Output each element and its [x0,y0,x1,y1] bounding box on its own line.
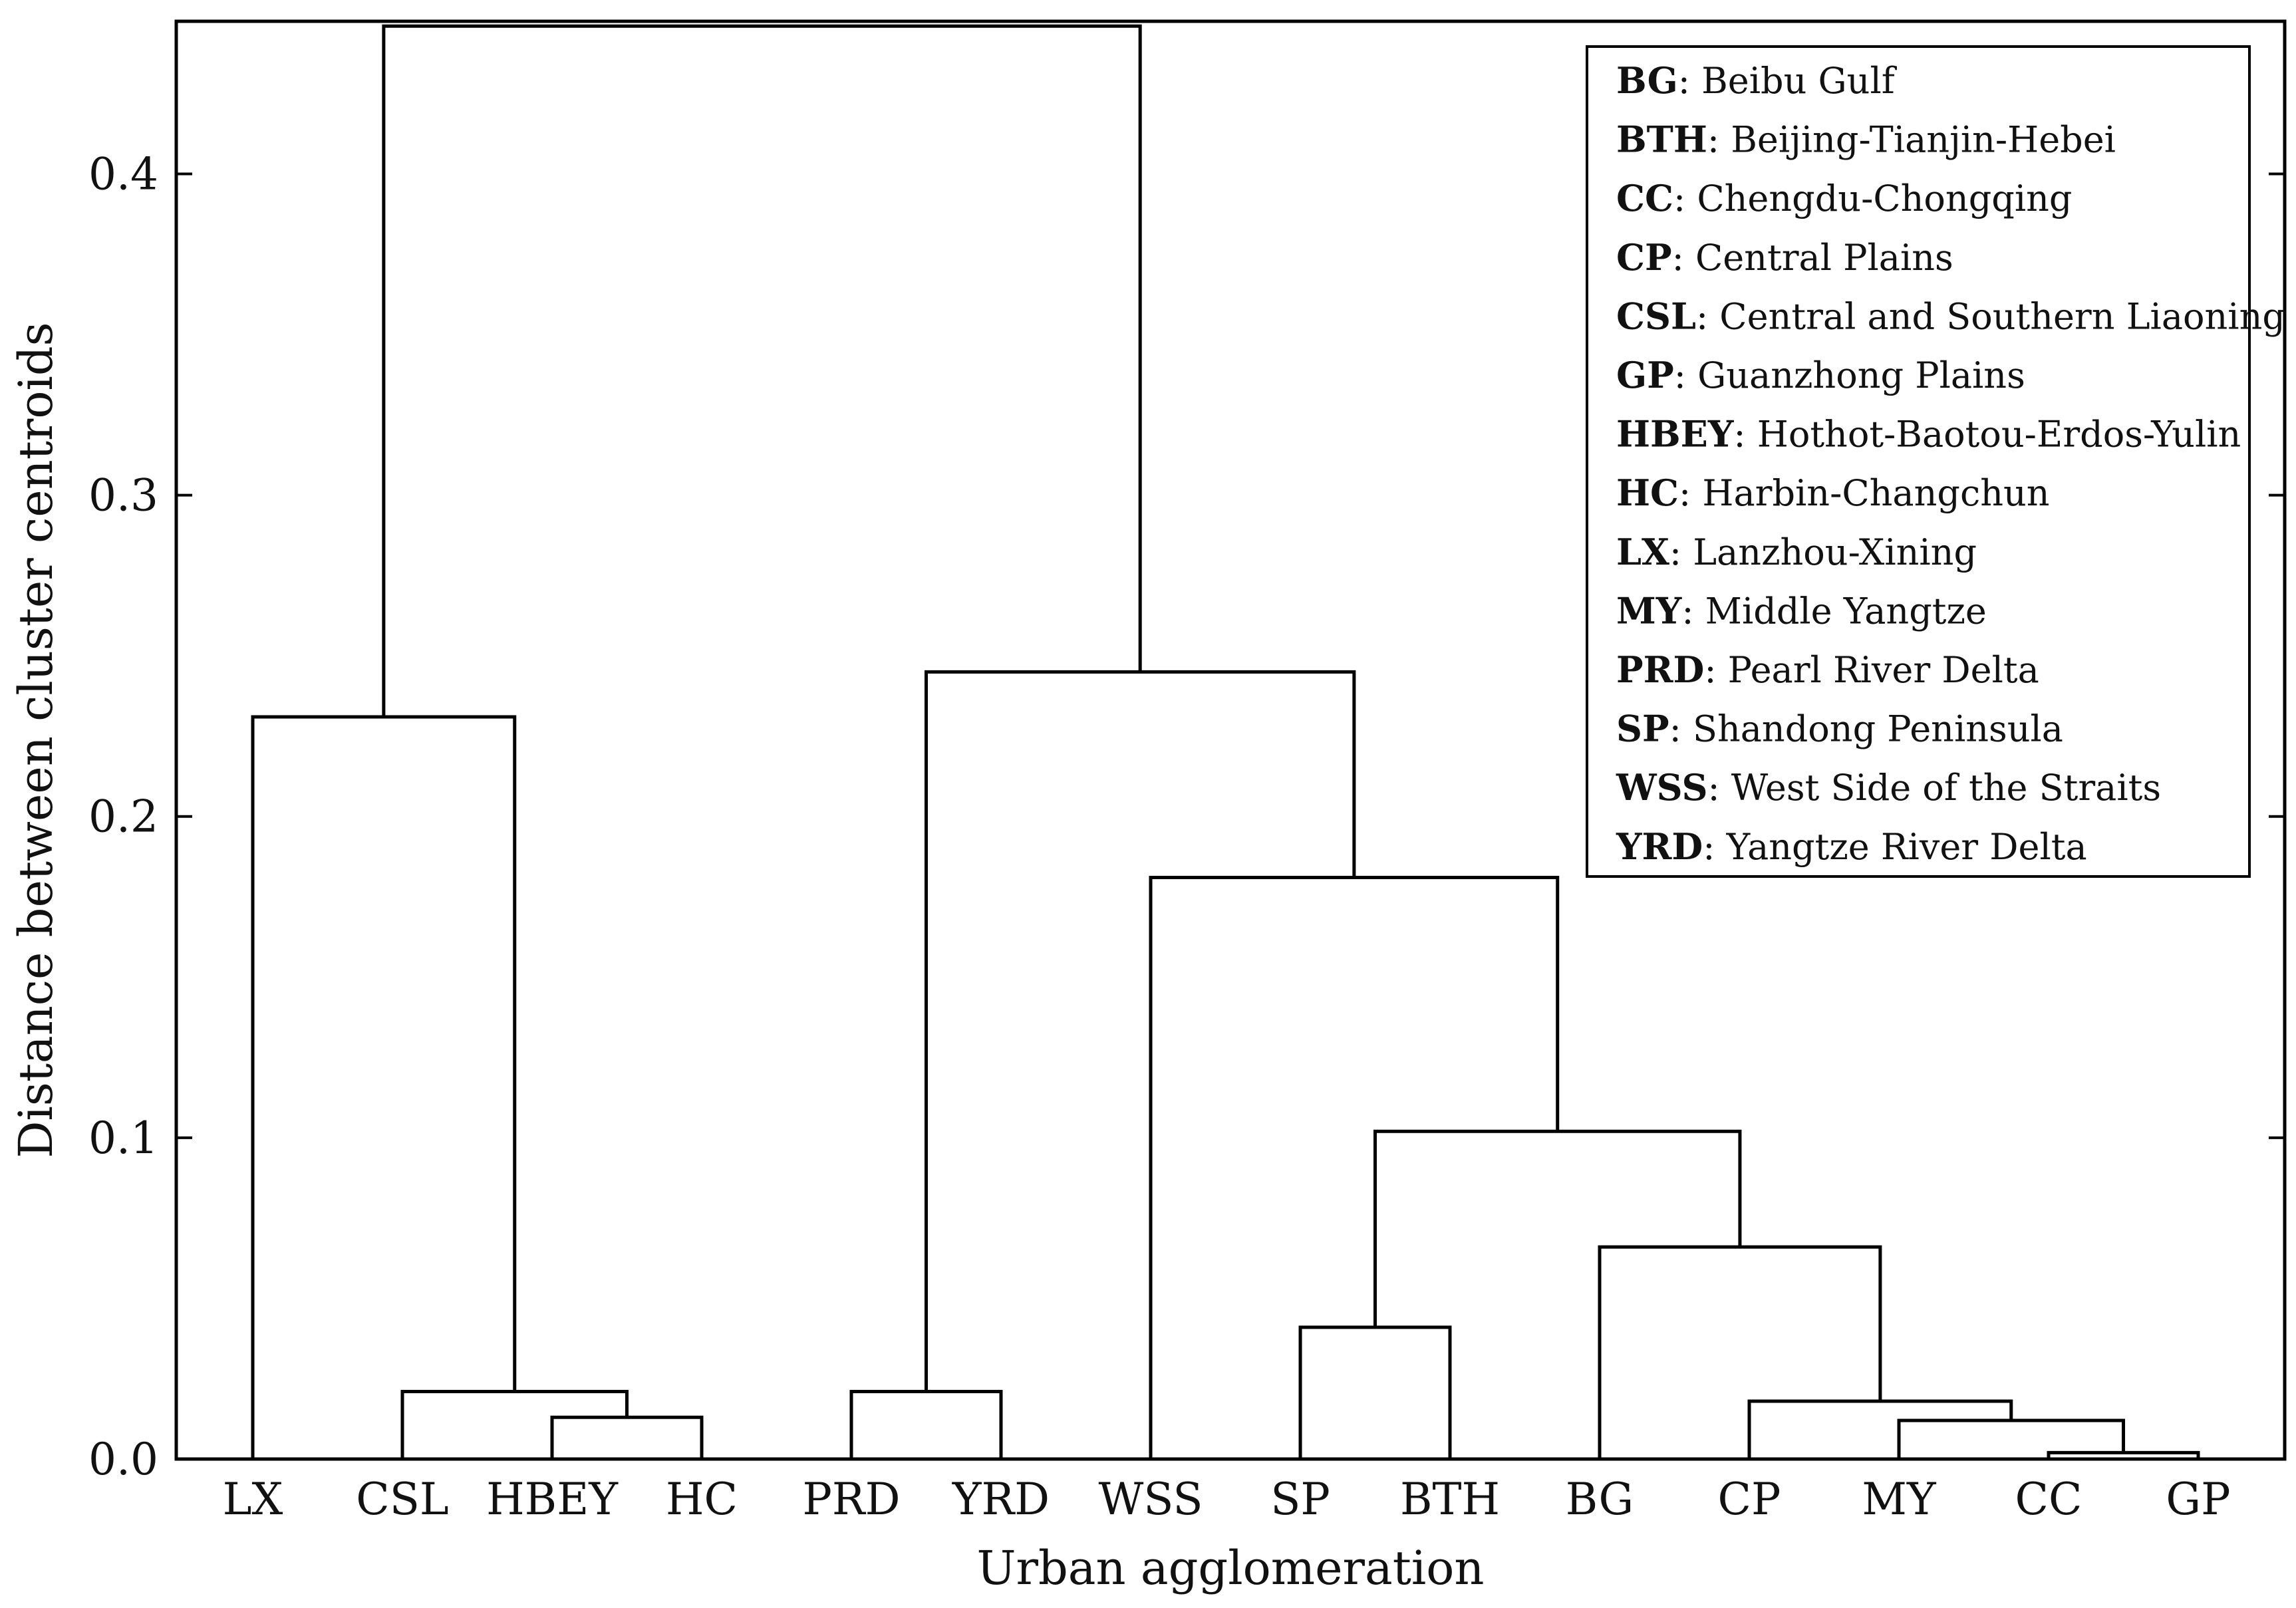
legend: BG: Beibu Gulf BTH: Beijing-Tianjin-Hebei… [1586,45,2285,878]
legend-entry: PRD: Pearl River Delta [1616,648,2039,691]
legend-name: : Hothot-Baotou-Erdos-Yulin [1733,414,2241,456]
legend-name: : Central and Southern Liaoning [1696,295,2285,337]
legend-entry: GP: Guanzhong Plains [1616,354,2025,396]
leaf-label-bth: BTH [1400,1474,1500,1525]
leaf-label-hbey: HBEY [486,1474,619,1525]
link-bg-cp_my_cc_gp [1598,1245,1882,1459]
legend-abbr: CC [1616,177,1673,219]
legend-abbr: CSL [1616,295,1696,337]
leaf-label-hc: HC [666,1474,738,1525]
plot-frame [174,19,2287,1461]
link-cc-gp [2047,1450,2200,1459]
leaf-label-csl: CSL [356,1474,449,1525]
y-tick-label: 0.2 [88,791,158,843]
leaf-label-wss: WSS [1098,1474,1203,1525]
legend-name: : Yangtze River Delta [1703,826,2086,868]
link-sp-bth [1298,1325,1452,1459]
legend-abbr: GP [1616,354,1674,396]
legend-box [1586,45,2251,878]
legend-abbr: YRD [1616,825,1703,868]
y-tick-label: 0.3 [88,470,158,521]
legend-entry: HBEY: Hothot-Baotou-Erdos-Yulin [1616,413,2241,456]
legend-abbr: SP [1616,708,1669,750]
leaf-label-cp: CP [1718,1474,1781,1525]
legend-entry: YRD: Yangtze River Delta [1616,825,2087,868]
leaf-label-bg: BG [1566,1474,1634,1525]
legend-name: : Central Plains [1672,237,1953,279]
y-tick-label: 0.0 [88,1434,158,1485]
dendrogram-links [251,24,2200,1459]
legend-entry: MY: Middle Yangtze [1616,589,1987,632]
legend-name: : West Side of the Straits [1707,767,2161,809]
link-hbey-hc [550,1415,704,1459]
legend-abbr: BG [1616,59,1678,102]
legend-abbr: HC [1616,471,1679,514]
link-prd-yrd [849,1390,1003,1459]
y-tick-label: 0.4 [88,148,158,200]
legend-name: : Harbin-Changchun [1679,472,2050,514]
leaf-label-cc: CC [2015,1474,2082,1525]
x-axis-ticks: LX CSL HBEY HC PRD YRD WSS SP BTH BG CP MY CC GP [223,1474,2231,1525]
leaf-label-yrd: YRD [952,1474,1050,1525]
legend-name: : Lanzhou-Xining [1669,531,1977,573]
link-cp-my_cc_gp [1747,1399,2013,1459]
legend-abbr: CP [1616,236,1672,279]
legend-abbr: WSS [1616,766,1707,809]
legend-entry: CSL: Central and Southern Liaoning [1616,295,2285,337]
legend-name: : Pearl River Delta [1704,649,2039,691]
legend-abbr: BTH [1616,118,1707,161]
link-lx_csl_hbey_hc-prd_yrd_wss_sp_bth_bg_cp_my_cc_gp [382,24,1142,717]
legend-abbr: LX [1616,531,1669,573]
leaf-label-prd: PRD [802,1474,900,1525]
legend-abbr: PRD [1616,648,1704,691]
legend-entry: CC: Chengdu-Chongqing [1616,177,2072,219]
legend-name: : Beijing-Tianjin-Hebei [1707,119,2116,161]
leaf-label-sp: SP [1270,1474,1330,1525]
legend-entry: BG: Beibu Gulf [1616,59,1898,102]
legend-entry: HC: Harbin-Changchun [1616,471,2050,514]
legend-entry: CP: Central Plains [1616,236,1953,279]
leaf-label-lx: LX [223,1474,283,1525]
legend-entry: WSS: West Side of the Straits [1616,766,2161,809]
legend-name: : Shandong Peninsula [1669,708,2063,750]
y-tick-label: 0.1 [88,1113,158,1164]
legend-entry: LX: Lanzhou-Xining [1616,531,1977,573]
legend-name: : Beibu Gulf [1678,60,1898,102]
leaf-label-gp: GP [2166,1474,2230,1525]
legend-name: : Middle Yangtze [1681,590,1987,632]
legend-abbr: HBEY [1616,413,1735,456]
link-lx-csl_hbey_hc [251,715,517,1459]
legend-name: : Guanzhong Plains [1674,354,2025,396]
legend-entry: BTH: Beijing-Tianjin-Hebei [1616,118,2116,161]
link-wss-sp_bth_bg_cp_my_cc_gp [1149,876,1560,1459]
y-axis-label: Distance between cluster centroids [9,322,63,1158]
link-csl-hbey_hc [400,1390,629,1459]
x-axis-label: Urban agglomeration [977,1541,1485,1595]
legend-entry: SP: Shandong Peninsula [1616,708,2063,750]
leaf-label-my: MY [1862,1474,1937,1525]
link-sp_bth-bg_cp_my_cc_gp [1373,1129,1742,1327]
legend-name: : Chengdu-Chongqing [1673,178,2072,219]
link-prd_yrd-wss_sp_bth_bg_cp_my_cc_gp [925,670,1356,1392]
y-axis-ticks: 0.0 0.1 0.2 0.3 0.4 [88,148,2285,1485]
legend-abbr: MY [1616,589,1683,632]
